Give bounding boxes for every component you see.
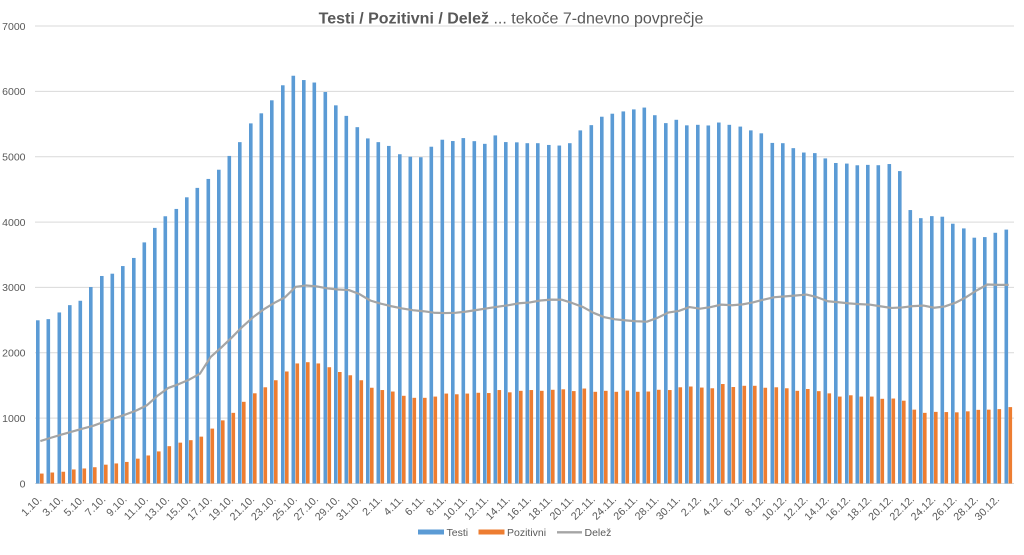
svg-text:Testi: Testi [447, 527, 469, 539]
svg-text:Testi / Pozitivni / Delež ...: Testi / Pozitivni / Delež ... tekoče 7-d… [319, 11, 704, 28]
svg-text:Pozitivni: Pozitivni [507, 527, 546, 539]
svg-text:3000: 3000 [2, 282, 26, 294]
svg-text:5000: 5000 [2, 152, 26, 164]
svg-text:7000: 7000 [2, 21, 26, 33]
svg-text:2000: 2000 [2, 348, 26, 360]
svg-text:0: 0 [20, 478, 26, 490]
svg-text:Delež: Delež [585, 527, 612, 539]
svg-text:4000: 4000 [2, 217, 26, 229]
svg-text:6000: 6000 [2, 86, 26, 98]
svg-text:1000: 1000 [2, 413, 26, 425]
